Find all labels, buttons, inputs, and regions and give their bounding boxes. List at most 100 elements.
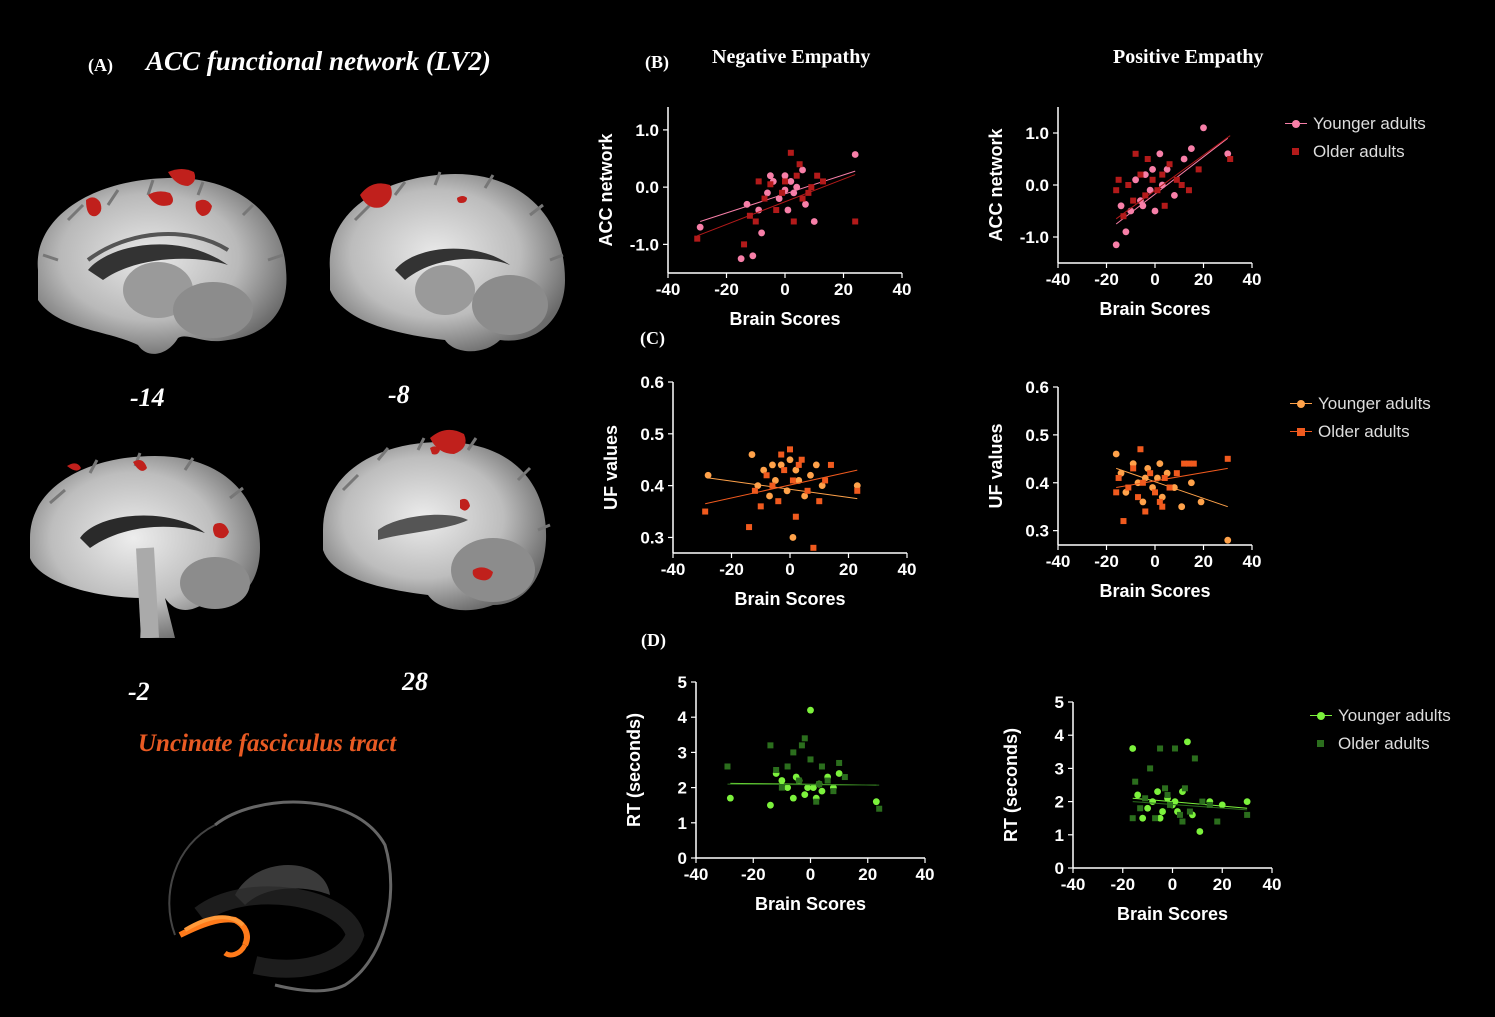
data-point (1161, 474, 1168, 481)
x-axis-label: Brain Scores (755, 894, 866, 914)
data-point (1139, 202, 1147, 210)
data-point (783, 487, 791, 495)
data-point (1154, 187, 1161, 194)
data-point (1214, 818, 1221, 825)
x-axis-label: Brain Scores (1117, 904, 1228, 924)
data-point (841, 774, 848, 781)
y-tick-label: -1.0 (1020, 228, 1049, 247)
panel-c-letter: (C) (640, 328, 665, 348)
data-point (1187, 479, 1195, 487)
data-point (1159, 808, 1166, 815)
y-tick-label: 1 (678, 814, 687, 833)
x-tick-label: 0 (785, 560, 794, 579)
y-tick-label: 0 (1055, 859, 1064, 878)
data-point (813, 798, 820, 805)
activation-blobs (430, 429, 493, 581)
data-point (1147, 765, 1154, 772)
data-point (789, 794, 797, 802)
data-point (801, 735, 808, 742)
data-point (1156, 150, 1164, 158)
data-point (1179, 818, 1186, 825)
x-tick-label: -20 (719, 560, 744, 579)
data-point (1196, 828, 1204, 835)
x-tick-label: 0 (1168, 875, 1177, 894)
y-tick-label: -1.0 (630, 235, 659, 254)
brain-slice-minus2 (30, 452, 260, 638)
x-tick-label: -40 (1046, 270, 1071, 289)
data-point (795, 477, 803, 484)
data-point (1120, 213, 1127, 220)
data-point (1171, 745, 1178, 752)
legend-label-older: Older adults (1318, 422, 1410, 441)
legend-marker-older (1290, 427, 1312, 437)
x-tick-label: 40 (1243, 552, 1262, 571)
data-point (1180, 155, 1188, 163)
data-point (1187, 145, 1195, 152)
data-point (830, 788, 837, 795)
data-point (1158, 493, 1166, 501)
data-point (1139, 479, 1146, 486)
series-younger (704, 451, 861, 541)
data-point (1159, 171, 1166, 178)
data-point (781, 467, 788, 474)
legend-label-younger: Younger adults (1318, 394, 1431, 413)
y-tick-label: 0.0 (1025, 176, 1049, 195)
data-point (801, 492, 809, 500)
data-point (1120, 518, 1127, 525)
legend-uf: Younger adults Older adults (1290, 390, 1431, 446)
legend-label-younger: Younger adults (1338, 706, 1451, 725)
data-point (1163, 166, 1171, 173)
chart-uf-negative: -40 -20 0 20 40 0.3 0.4 0.5 0.6 Brain Scores UF va… (601, 373, 916, 609)
x-tick-label: 20 (839, 560, 858, 579)
regression-line (1132, 801, 1248, 811)
slice-label-minus8: -8 (388, 380, 410, 409)
data-point (778, 777, 786, 784)
data-point (755, 178, 762, 185)
data-point (827, 461, 834, 468)
data-point (1122, 488, 1130, 496)
data-point (1162, 785, 1169, 792)
y-tick-label: 0.4 (640, 477, 664, 496)
slice-label-minus2: -2 (128, 677, 150, 706)
data-point (1197, 498, 1205, 506)
data-point (1139, 814, 1147, 822)
data-point (816, 781, 823, 788)
data-point (726, 794, 734, 802)
data-point (1159, 503, 1166, 510)
data-point (854, 487, 861, 494)
data-point (1149, 798, 1156, 805)
series-younger (696, 151, 859, 263)
data-point (798, 742, 805, 749)
activation-blobs (86, 169, 212, 217)
y-axis-label: UF values (986, 423, 1006, 508)
y-tick-label: 0.6 (640, 373, 664, 392)
slice-label-28: 28 (402, 667, 428, 696)
series-older (702, 446, 861, 551)
x-tick-label: 20 (1213, 875, 1232, 894)
data-point (809, 784, 817, 791)
x-tick-label: 40 (893, 280, 912, 299)
series-older (1113, 446, 1231, 525)
data-point (769, 461, 776, 469)
data-point (1199, 798, 1206, 805)
data-point (1129, 815, 1136, 822)
data-point (767, 742, 774, 749)
data-point (793, 183, 801, 191)
data-point (1167, 801, 1174, 808)
data-point (784, 784, 791, 791)
series-younger (1112, 124, 1232, 249)
data-point (804, 784, 812, 791)
data-point (1113, 187, 1120, 194)
y-tick-label: 5 (1055, 693, 1064, 712)
x-axis-label: Brain Scores (729, 309, 840, 329)
data-point (802, 200, 809, 208)
data-point (1122, 228, 1130, 236)
data-point (801, 791, 809, 799)
data-point (1171, 484, 1178, 491)
data-point (775, 195, 783, 202)
data-point (704, 471, 712, 479)
uncinate-tract-image (168, 800, 393, 993)
x-tick-label: 20 (858, 865, 877, 884)
x-tick-label: 40 (916, 865, 935, 884)
activation-blobs (67, 460, 229, 539)
